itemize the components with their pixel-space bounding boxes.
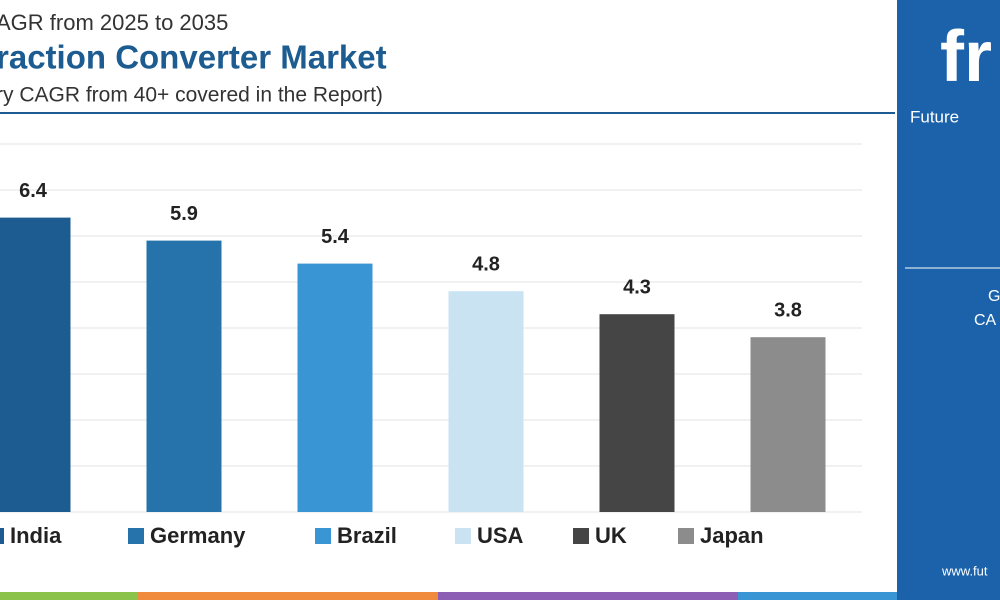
legend-swatch: [0, 528, 4, 544]
value-label: 5.4: [321, 226, 350, 248]
stripe: [438, 592, 738, 600]
panel-text: G: [988, 288, 1000, 305]
bar: [297, 263, 373, 512]
chart-title: raction Converter Market: [0, 39, 387, 76]
bar: [0, 217, 71, 512]
plot-area: 6.4 India 5.9 Germany 5.4 Brazil 4.8 USA 4.3 UK 3.…: [0, 143, 862, 548]
value-label: 3.8: [774, 299, 802, 321]
legend-swatch: [678, 528, 694, 544]
legend-label: Japan: [700, 523, 764, 548]
value-label: 6.4: [19, 180, 48, 202]
panel-text: CA: [974, 312, 997, 329]
chart-note: ry CAGR from 40+ covered in the Report): [0, 84, 383, 107]
bar: [146, 240, 222, 512]
legend-swatch: [573, 528, 589, 544]
legend-swatch: [128, 528, 144, 544]
legend-label: India: [10, 523, 62, 548]
url: www.fut: [941, 563, 988, 578]
value-label: 5.9: [170, 203, 198, 225]
brand: Future: [910, 107, 959, 126]
stripe: [0, 592, 138, 600]
bar: [750, 337, 826, 512]
value-label: 4.8: [472, 253, 500, 275]
legend-label: UK: [595, 523, 627, 548]
legend-label: Brazil: [337, 523, 397, 548]
legend-label: Germany: [150, 523, 246, 548]
bar: [599, 314, 675, 512]
value-label: 4.3: [623, 276, 651, 298]
legend-swatch: [315, 528, 331, 544]
legend-label: USA: [477, 523, 524, 548]
stripe: [138, 592, 438, 600]
side-panel: [897, 0, 1000, 600]
chart-subtitle: AGR from 2025 to 2035: [0, 10, 228, 35]
legend-swatch: [455, 528, 471, 544]
stripe: [738, 592, 897, 600]
logo: fr: [940, 17, 992, 97]
bar: [448, 291, 524, 512]
